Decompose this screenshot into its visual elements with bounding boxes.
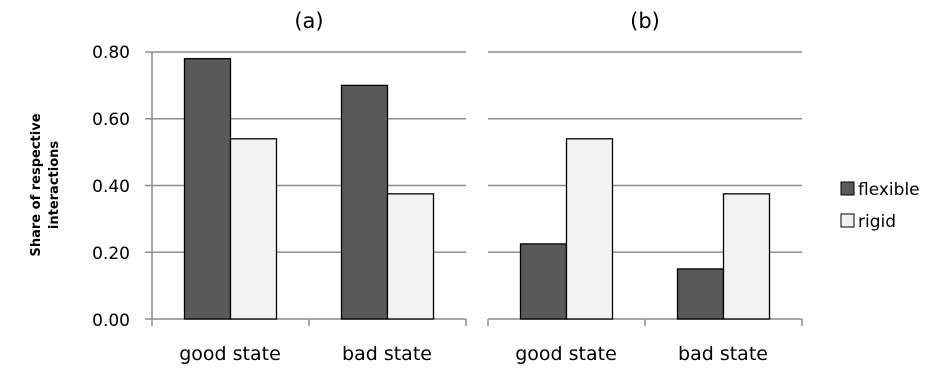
bar-rigid-bad-state: [722, 193, 771, 320]
y-tick-label: 0.40: [92, 177, 130, 197]
legend-swatch-flexible: [840, 181, 855, 196]
bar-flexible-good-state: [183, 58, 232, 320]
legend-label-flexible: flexible: [858, 180, 920, 200]
bars: [183, 58, 771, 320]
y-tick-labels: 0.00 0.20 0.40 0.60 0.80: [92, 43, 130, 331]
category-label: good state: [179, 343, 281, 365]
panel-b-title: (b): [630, 9, 660, 33]
panel-a-title: (a): [294, 9, 323, 33]
y-tick-label: 0.20: [92, 244, 130, 264]
y-tick-label: 0.60: [92, 110, 130, 130]
legend-swatch-rigid: [840, 213, 855, 228]
y-axis-label: Share of respective interactions: [29, 113, 62, 256]
y-tick-label: 0.00: [92, 311, 130, 331]
bar-rigid-good-state: [565, 138, 614, 320]
bar-flexible-bad-state: [676, 268, 725, 320]
y-axis-label-line-2: interactions: [47, 141, 62, 229]
legend: flexible rigid: [840, 180, 920, 232]
bar-rigid-bad-state: [386, 193, 435, 320]
category-label: good state: [515, 343, 617, 365]
y-tick-label: 0.80: [92, 43, 130, 63]
category-label: bad state: [678, 343, 768, 365]
category-label: bad state: [342, 343, 432, 365]
bar-flexible-bad-state: [340, 84, 389, 320]
bar-flexible-good-state: [519, 243, 568, 320]
bar-rigid-good-state: [229, 138, 278, 320]
y-axis-label-line-1: Share of respective: [29, 113, 44, 256]
legend-label-rigid: rigid: [858, 212, 896, 232]
